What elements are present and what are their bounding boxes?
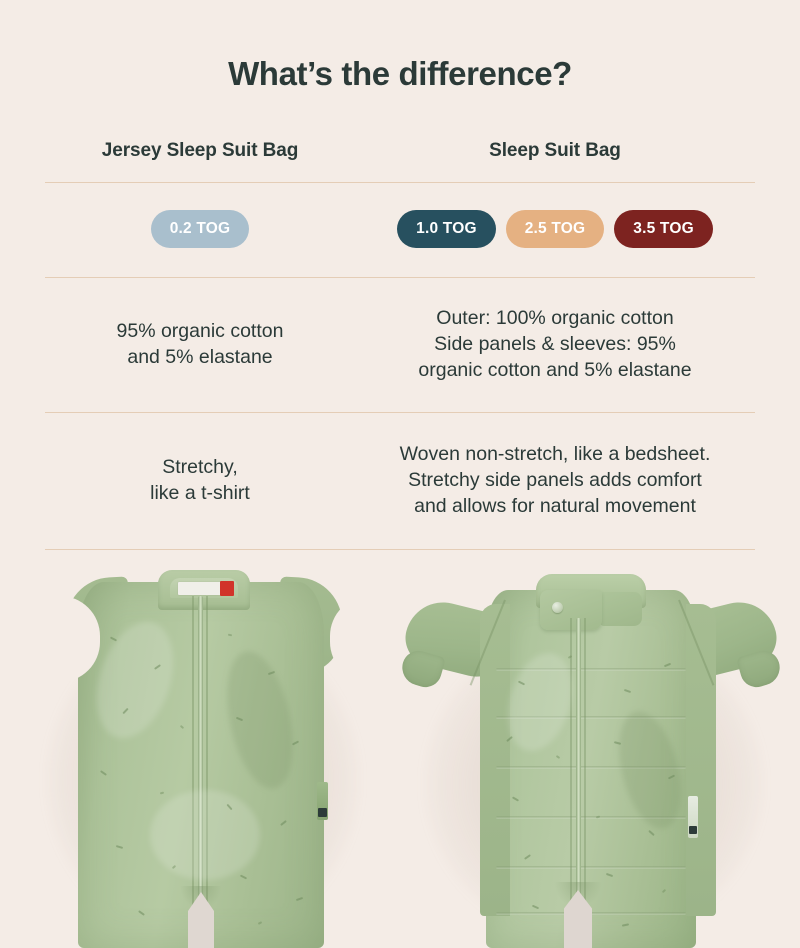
zipper-seam-left: [570, 618, 572, 918]
column-title-right: Sleep Suit Bag: [489, 140, 621, 161]
side-panel-left: [480, 604, 510, 916]
quilt-seam: [496, 766, 686, 769]
quilt-seam: [496, 816, 686, 819]
column-header-sleep-suit: Sleep Suit Bag: [355, 140, 755, 162]
collar-flap: [540, 590, 602, 630]
tog-badge-0-2[interactable]: 0.2 TOG: [150, 210, 250, 248]
column-header-jersey: Jersey Sleep Suit Bag: [45, 140, 355, 162]
feel-row: Stretchy, like a t-shirt Woven non-stret…: [45, 413, 755, 549]
divider-1: [45, 182, 755, 183]
material-cell-right: Outer: 100% organic cotton Side panels &…: [355, 305, 755, 383]
material-text-right: Outer: 100% organic cotton Side panels &…: [418, 307, 692, 381]
jersey-sleep-suit-bag-photo[interactable]: [30, 560, 380, 948]
divider-3: [45, 412, 755, 413]
tog-badge-2-5[interactable]: 2.5 TOG: [505, 210, 605, 248]
jersey-zipper-seam-left: [192, 596, 194, 916]
zipper: [576, 618, 581, 918]
quilted-body: [486, 590, 696, 948]
comparison-table: Jersey Sleep Suit Bag Sleep Suit Bag 0.2…: [45, 140, 755, 550]
feel-cell-right: Woven non-stretch, like a bedsheet. Stre…: [355, 441, 755, 519]
feel-text-left: Stretchy, like a t-shirt: [150, 456, 250, 504]
tog-cell-right: 1.0 TOG 2.5 TOG 3.5 TOG: [355, 210, 755, 248]
jersey-zipper: [198, 596, 203, 916]
jersey-care-label: [178, 582, 222, 595]
collar-flap-right: [600, 592, 642, 626]
jersey-brand-tag-logo: [318, 808, 327, 817]
jersey-red-tab: [220, 581, 234, 596]
material-cell-left: 95% organic cotton and 5% elastane: [45, 318, 355, 370]
jersey-brand-tag: [317, 782, 328, 820]
jersey-zipper-seam-right: [206, 596, 208, 916]
divider-4: [45, 549, 755, 550]
snap-button[interactable]: [552, 602, 563, 613]
table-header-row: Jersey Sleep Suit Bag Sleep Suit Bag: [45, 140, 755, 182]
sleep-suit-bag-photo[interactable]: [400, 560, 780, 948]
brand-tag: [688, 796, 698, 838]
tog-group-left: 0.2 TOG: [45, 210, 355, 248]
quilt-seam: [496, 716, 686, 719]
brand-tag-logo: [689, 826, 697, 834]
tog-badge-3-5[interactable]: 3.5 TOG: [614, 210, 713, 248]
product-photo-strip: [0, 560, 800, 948]
tog-group-right: 1.0 TOG 2.5 TOG 3.5 TOG: [355, 210, 755, 248]
feel-cell-left: Stretchy, like a t-shirt: [45, 454, 355, 506]
page-title: What’s the difference?: [228, 55, 572, 92]
feel-text-right: Woven non-stretch, like a bedsheet. Stre…: [399, 443, 711, 517]
column-title-left: Jersey Sleep Suit Bag: [101, 140, 299, 161]
divider-2: [45, 277, 755, 278]
tog-row: 0.2 TOG 1.0 TOG 2.5 TOG 3.5 TOG: [45, 183, 755, 277]
material-row: 95% organic cotton and 5% elastane Outer…: [45, 278, 755, 412]
material-text-left: 95% organic cotton and 5% elastane: [116, 320, 284, 368]
zipper-seam-right: [584, 618, 586, 918]
side-panel-right: [686, 604, 716, 916]
tog-cell-left: 0.2 TOG: [45, 210, 355, 248]
quilt-seam: [496, 866, 686, 869]
quilt-seam: [496, 668, 686, 671]
tog-badge-1-0[interactable]: 1.0 TOG: [397, 210, 496, 248]
jersey-wrinkle-3: [150, 790, 260, 880]
